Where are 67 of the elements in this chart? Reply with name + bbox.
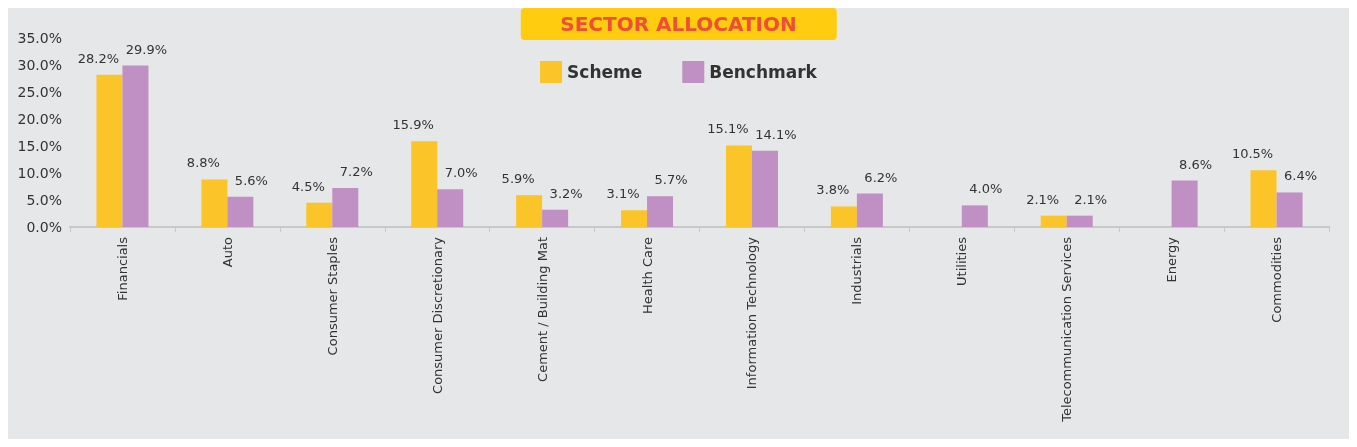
bar bbox=[1250, 170, 1277, 227]
y-tick-label: 25.0% bbox=[17, 84, 62, 100]
data-label: 3.1% bbox=[606, 186, 640, 202]
x-tick-label: Financials bbox=[114, 236, 130, 301]
data-label: 5.9% bbox=[501, 171, 535, 187]
data-label: 4.0% bbox=[969, 181, 1003, 197]
data-label: 7.0% bbox=[444, 165, 478, 181]
legend-label: Benchmark bbox=[709, 62, 818, 82]
x-tick-label: Energy bbox=[1164, 236, 1180, 283]
data-label: 5.7% bbox=[654, 172, 688, 188]
y-tick-label: 35.0% bbox=[17, 30, 62, 46]
bar bbox=[122, 65, 149, 227]
data-label: 14.1% bbox=[755, 126, 797, 142]
data-label: 3.8% bbox=[816, 182, 850, 198]
x-tick-label: Consumer Staples bbox=[324, 236, 340, 356]
bar bbox=[227, 196, 254, 227]
bar bbox=[516, 195, 543, 227]
data-label: 5.6% bbox=[234, 172, 268, 188]
bar bbox=[306, 202, 333, 227]
title-banner: SECTOR ALLOCATION bbox=[520, 8, 837, 40]
data-label: 3.2% bbox=[549, 185, 583, 201]
x-tick-label: Information Technology bbox=[744, 236, 760, 390]
bar bbox=[961, 205, 988, 227]
data-label: 8.8% bbox=[186, 155, 220, 171]
bar bbox=[1066, 215, 1093, 227]
x-tick-label: Utilities bbox=[954, 236, 970, 286]
bar bbox=[542, 209, 569, 227]
data-label: 6.2% bbox=[864, 169, 898, 185]
x-tick-label: Health Care bbox=[639, 237, 655, 314]
y-tick-label: 20.0% bbox=[17, 111, 62, 127]
bar bbox=[332, 188, 359, 227]
data-label: 15.1% bbox=[707, 121, 749, 137]
data-label: 28.2% bbox=[77, 50, 120, 66]
data-label: 2.1% bbox=[1026, 191, 1060, 207]
bar bbox=[411, 141, 438, 227]
data-label: 6.4% bbox=[1284, 168, 1318, 184]
bar bbox=[856, 193, 883, 227]
bar bbox=[751, 150, 778, 227]
y-tick-label: 10.0% bbox=[17, 165, 62, 181]
y-tick-label: 15.0% bbox=[17, 138, 62, 154]
bar bbox=[1171, 180, 1198, 227]
bar bbox=[830, 206, 857, 227]
bar bbox=[96, 74, 123, 227]
data-label: 15.9% bbox=[392, 117, 434, 133]
data-label: 29.9% bbox=[125, 41, 168, 57]
bar bbox=[437, 189, 464, 227]
bar bbox=[1276, 192, 1303, 227]
data-label: 4.5% bbox=[291, 178, 325, 194]
bar bbox=[725, 145, 752, 227]
data-label: 10.5% bbox=[1231, 146, 1274, 162]
x-tick-label: Telecommunication Services bbox=[1059, 236, 1075, 423]
data-label: 7.2% bbox=[339, 164, 373, 180]
y-tick-label: 0.0% bbox=[26, 219, 62, 235]
x-tick-label: Auto bbox=[219, 236, 235, 268]
data-label: 2.1% bbox=[1074, 191, 1108, 207]
y-tick-label: 5.0% bbox=[26, 192, 62, 208]
x-tick-label: Industrials bbox=[849, 236, 865, 305]
x-tick-label: Consumer Discretionary bbox=[429, 236, 445, 394]
legend-label: Scheme bbox=[567, 62, 643, 82]
bar bbox=[621, 210, 648, 227]
x-tick-label: Commodities bbox=[1269, 236, 1285, 323]
bar bbox=[647, 196, 674, 227]
data-label: 8.6% bbox=[1179, 156, 1213, 172]
bar bbox=[201, 179, 228, 227]
y-tick-label: 30.0% bbox=[17, 57, 62, 73]
x-tick-label: Cement / Building Mat bbox=[534, 237, 550, 382]
bar bbox=[1040, 215, 1067, 227]
